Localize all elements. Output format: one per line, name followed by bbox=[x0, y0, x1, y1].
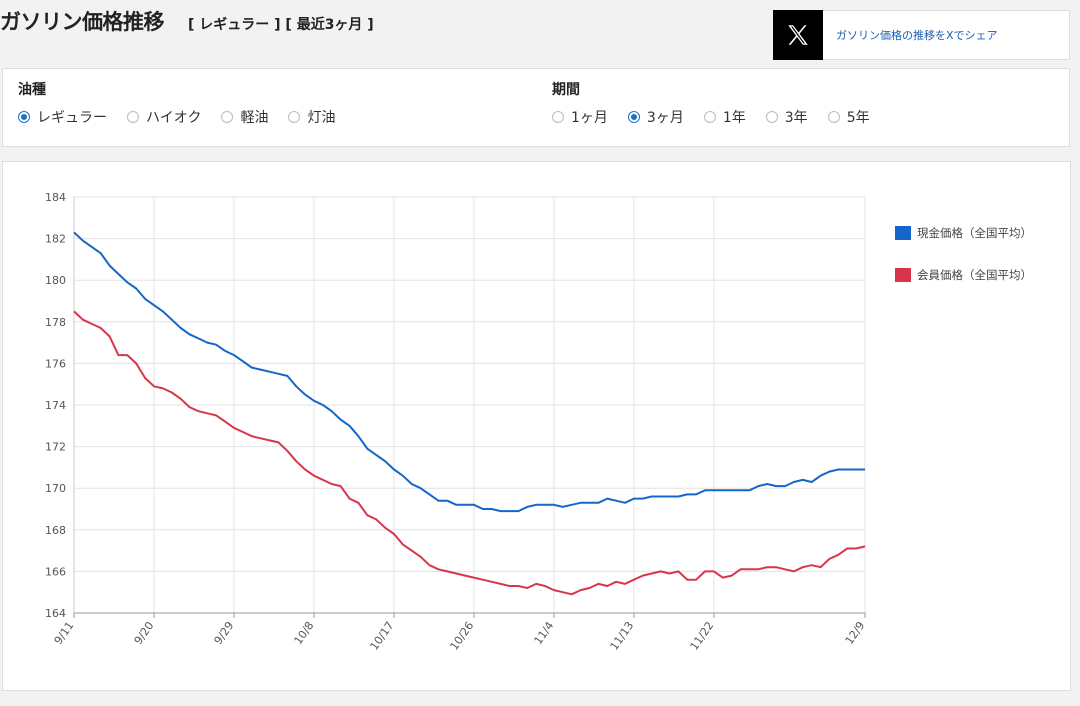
radio-unselected-icon[interactable] bbox=[127, 111, 139, 123]
period-option-label: 1年 bbox=[722, 110, 746, 126]
x-tick-label: 9/20 bbox=[132, 619, 157, 647]
x-tick-label: 9/29 bbox=[212, 619, 237, 647]
fuel-type-option[interactable]: レギュラー bbox=[18, 107, 107, 127]
y-tick-label: 170 bbox=[45, 482, 66, 495]
fuel-type-group: 油種 レギュラー ハイオク 軽油 灯油 bbox=[18, 79, 355, 127]
radio-unselected-icon[interactable] bbox=[552, 111, 564, 123]
period-options: 1ヶ月 3ヶ月 1年 3年 5年 bbox=[552, 107, 890, 127]
y-tick-label: 166 bbox=[45, 565, 66, 578]
filter-panel: 油種 レギュラー ハイオク 軽油 灯油 期間 1ヶ月 3ヶ月 1年 3年 5年 bbox=[2, 68, 1070, 147]
period-title: 期間 bbox=[552, 82, 580, 98]
x-tick-label: 10/26 bbox=[448, 619, 477, 652]
fuel-type-option[interactable]: 灯油 bbox=[288, 107, 335, 127]
share-label: ガソリン価格の推移をXでシェア bbox=[836, 29, 998, 42]
y-tick-label: 172 bbox=[45, 441, 66, 454]
period-group: 期間 1ヶ月 3ヶ月 1年 3年 5年 bbox=[552, 79, 890, 127]
fuel-type-option-label: レギュラー bbox=[37, 110, 107, 126]
share-on-x-button[interactable]: ガソリン価格の推移をXでシェア bbox=[773, 10, 1070, 60]
x-tick-label: 11/22 bbox=[688, 619, 717, 652]
period-option[interactable]: 3ヶ月 bbox=[627, 107, 684, 127]
x-tick-label: 10/17 bbox=[368, 619, 397, 652]
page-header: ガソリン価格推移 [ レギュラー ] [ 最近3ヶ月 ] bbox=[0, 6, 374, 40]
fuel-type-option[interactable]: 軽油 bbox=[221, 107, 268, 127]
y-tick-label: 174 bbox=[45, 399, 66, 412]
radio-unselected-icon[interactable] bbox=[827, 111, 840, 123]
radio-unselected-icon[interactable] bbox=[288, 111, 301, 123]
x-tick-label: 11/13 bbox=[608, 619, 637, 652]
y-tick-label: 164 bbox=[45, 607, 66, 620]
y-tick-label: 182 bbox=[45, 233, 66, 246]
x-tick-label: 10/8 bbox=[292, 619, 317, 647]
y-tick-label: 178 bbox=[45, 316, 66, 329]
period-option[interactable]: 5年 bbox=[827, 107, 870, 127]
fuel-type-option-label: 灯油 bbox=[307, 110, 336, 126]
y-tick-label: 180 bbox=[45, 274, 66, 287]
legend-label: 現金価格（全国平均） bbox=[917, 226, 1032, 240]
fuel-type-option-label: 軽油 bbox=[240, 110, 269, 126]
y-tick-label: 168 bbox=[45, 524, 66, 537]
series-line-2 bbox=[73, 310, 866, 596]
period-option-label: 3ヶ月 bbox=[646, 110, 684, 126]
period-option[interactable]: 1ヶ月 bbox=[552, 107, 608, 127]
fuel-type-option-label: ハイオク bbox=[146, 110, 202, 126]
fuel-type-option[interactable]: ハイオク bbox=[127, 107, 201, 127]
y-tick-label: 176 bbox=[45, 357, 66, 370]
period-option-label: 3年 bbox=[784, 110, 808, 126]
x-tick-label: 11/4 bbox=[532, 619, 557, 647]
radio-unselected-icon[interactable] bbox=[221, 111, 234, 123]
price-line-chart: 164 166 168 170 172 174 176 178 180 182 184 9/11 9/2… bbox=[45, 191, 1032, 653]
period-option-label: 5年 bbox=[846, 110, 870, 126]
period-option[interactable]: 1年 bbox=[703, 107, 746, 127]
x-tick-label: 12/9 bbox=[843, 619, 868, 647]
legend-swatch bbox=[895, 226, 911, 240]
x-logo-icon bbox=[773, 10, 823, 60]
fuel-type-options: レギュラー ハイオク 軽油 灯油 bbox=[18, 107, 355, 127]
period-option[interactable]: 3年 bbox=[765, 107, 808, 127]
price-chart-card: 164 166 168 170 172 174 176 178 180 182 184 9/11 9/2… bbox=[2, 161, 1071, 691]
period-option-label: 1ヶ月 bbox=[571, 110, 608, 126]
legend-label: 会員価格（全国平均） bbox=[917, 268, 1032, 282]
page-title: ガソリン価格推移 bbox=[0, 10, 165, 34]
radio-unselected-icon[interactable] bbox=[703, 111, 716, 123]
fuel-type-title: 油種 bbox=[18, 82, 46, 98]
radio-selected-icon[interactable] bbox=[18, 111, 30, 123]
series-line-1 bbox=[73, 231, 865, 513]
radio-unselected-icon[interactable] bbox=[765, 111, 778, 123]
y-tick-label: 184 bbox=[45, 191, 66, 204]
page-subtitle: [ レギュラー ] [ 最近3ヶ月 ] bbox=[188, 17, 374, 33]
legend-swatch bbox=[895, 268, 911, 282]
radio-selected-icon[interactable] bbox=[627, 111, 640, 123]
x-tick-label: 9/11 bbox=[52, 619, 77, 647]
